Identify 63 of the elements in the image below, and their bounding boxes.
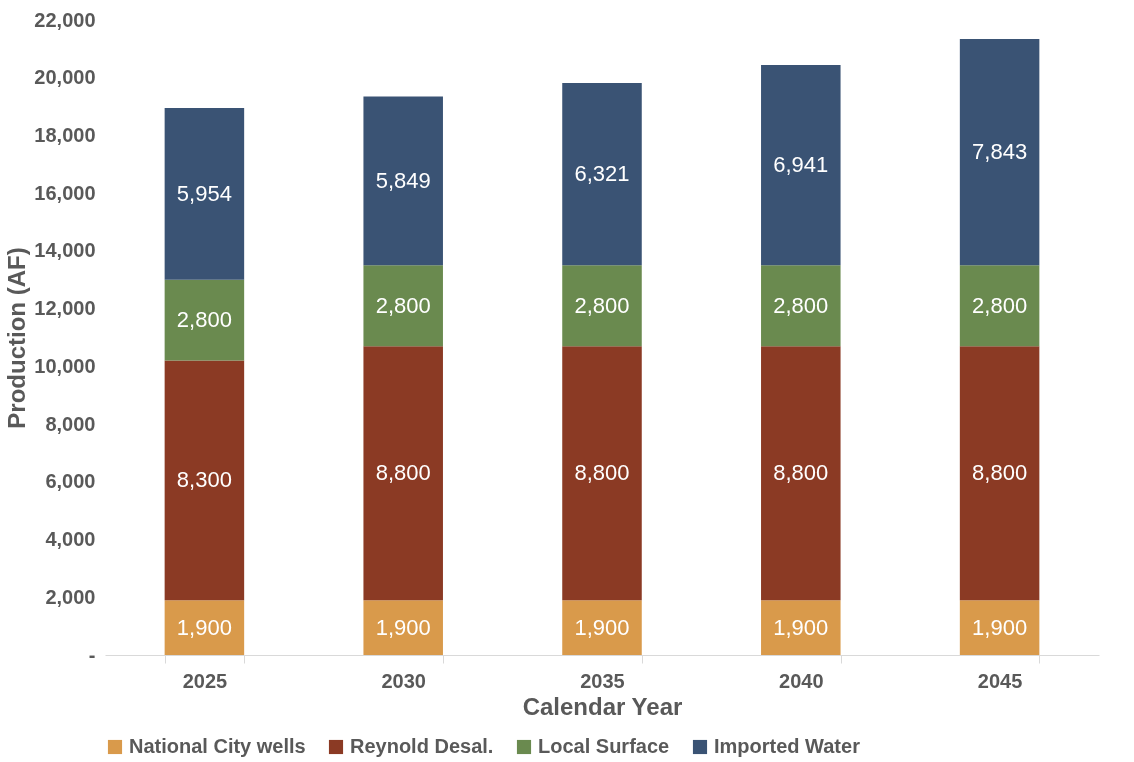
- y-tick-label: 12,000: [34, 297, 96, 320]
- data-label: 8,800: [574, 460, 630, 486]
- data-label: 1,900: [375, 614, 431, 640]
- data-label: 8,800: [773, 460, 829, 486]
- legend-label: National City wells: [129, 735, 306, 757]
- data-label: 5,954: [176, 180, 232, 206]
- bar: [363, 96, 443, 266]
- data-label: 8,800: [972, 460, 1028, 486]
- y-tick-label: 10,000: [34, 354, 96, 377]
- bar: [959, 38, 1040, 266]
- y-tick-label: 16,000: [34, 181, 96, 204]
- bar: [164, 360, 245, 601]
- bar: [164, 107, 245, 280]
- y-tick-label: 18,000: [34, 123, 96, 146]
- data-label: 5,849: [375, 167, 431, 193]
- data-label: 2,800: [375, 292, 431, 318]
- x-tick-label: 2035: [580, 669, 625, 692]
- bar: [959, 600, 1040, 655]
- data-label: 8,800: [375, 460, 431, 486]
- bar: [761, 600, 841, 655]
- y-tick-label: -: [88, 643, 96, 666]
- bar: [959, 265, 1040, 347]
- data-label: 6,941: [773, 152, 829, 178]
- x-tick-label: 2025: [182, 669, 228, 692]
- y-axis-title: Production (AF): [3, 247, 31, 429]
- x-axis-title: Calendar Year: [522, 692, 683, 720]
- legend-label: Local Surface: [538, 735, 670, 757]
- legend-label: Imported Water: [714, 735, 861, 757]
- bar: [164, 279, 245, 361]
- y-tick-label: 22,000: [34, 8, 96, 31]
- legend-label: Reynold Desal.: [350, 735, 494, 757]
- bar: [363, 600, 443, 655]
- data-label: 1,900: [574, 614, 630, 640]
- bar: [562, 82, 642, 266]
- bar: [959, 346, 1040, 601]
- data-label: 2,800: [574, 292, 630, 318]
- data-label: 8,300: [176, 467, 232, 493]
- y-tick-label: 2,000: [45, 585, 96, 608]
- data-label: 1,900: [773, 614, 829, 640]
- bar: [164, 600, 245, 655]
- y-tick-label: 14,000: [34, 239, 96, 262]
- data-label: 6,321: [574, 161, 630, 187]
- x-tick-label: 2030: [381, 669, 426, 692]
- y-tick-label: 8,000: [45, 412, 96, 435]
- bar: [363, 346, 443, 601]
- bar: [562, 346, 642, 601]
- y-tick-label: 20,000: [34, 66, 96, 89]
- x-tick-label: 2040: [779, 669, 824, 692]
- bar: [363, 265, 443, 347]
- bar: [562, 265, 642, 347]
- y-tick-label: 6,000: [45, 470, 96, 493]
- data-label: 2,800: [972, 292, 1028, 318]
- bar: [761, 346, 841, 601]
- data-label: 1,900: [972, 614, 1028, 640]
- data-label: 1,900: [176, 614, 232, 640]
- bar: [562, 600, 642, 655]
- data-label: 2,800: [176, 307, 232, 333]
- bar: [761, 265, 841, 347]
- x-tick-label: 2045: [977, 669, 1023, 692]
- data-label: 2,800: [773, 292, 829, 318]
- y-tick-label: 4,000: [45, 528, 96, 551]
- bar: [761, 65, 841, 266]
- data-label: 7,843: [972, 139, 1028, 165]
